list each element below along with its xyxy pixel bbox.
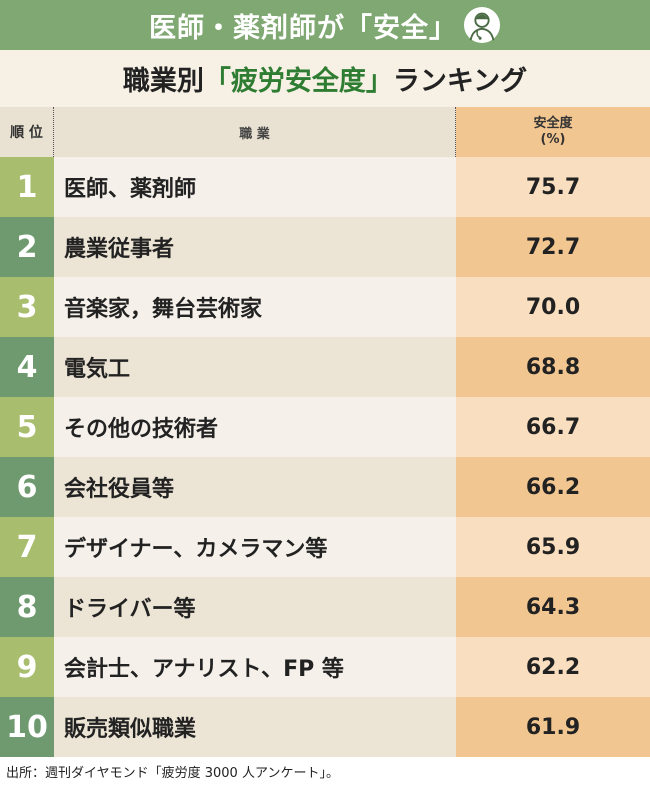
header-value: 安全度 (%) [456, 107, 650, 157]
rank-cell: 6 [0, 457, 54, 517]
job-cell: 電気工 [54, 337, 456, 397]
table-row: 10 販売類似職業 61.9 [0, 697, 650, 757]
rank-cell: 10 [0, 697, 54, 757]
table-row: 7 デザイナー、カメラマン等 65.9 [0, 517, 650, 577]
table-header: 順 位 職 業 安全度 (%) [0, 107, 650, 157]
value-cell: 66.2 [456, 457, 650, 517]
rank-cell: 1 [0, 157, 54, 217]
rank-cell: 5 [0, 397, 54, 457]
subtitle-highlight: 「疲労安全度」 [203, 66, 393, 97]
value-cell: 64.3 [456, 577, 650, 637]
job-cell: 農業従事者 [54, 217, 456, 277]
value-cell: 61.9 [456, 697, 650, 757]
doctor-icon [463, 6, 501, 44]
title-banner: 医師・薬剤師が「安全」 [0, 0, 650, 50]
job-cell: ドライバー等 [54, 577, 456, 637]
table-body: 1 医師、薬剤師 75.7 2 農業従事者 72.7 3 音楽家，舞台芸術家 70.0 4 電気工 6… [0, 157, 650, 757]
table-row: 9 会計士、アナリスト、FP 等 62.2 [0, 637, 650, 697]
header-rank: 順 位 [0, 107, 54, 157]
ranking-table: 順 位 職 業 安全度 (%) 1 医師、薬剤師 75.7 2 農業従事者 72.7 3 音楽… [0, 107, 650, 757]
rank-cell: 3 [0, 277, 54, 337]
table-row: 8 ドライバー等 64.3 [0, 577, 650, 637]
value-cell: 68.8 [456, 337, 650, 397]
page-title: 医師・薬剤師が「安全」 [149, 12, 457, 44]
job-cell: 会計士、アナリスト、FP 等 [54, 637, 456, 697]
rank-cell: 2 [0, 217, 54, 277]
header-value-label: 安全度 [533, 116, 573, 131]
table-row: 4 電気工 68.8 [0, 337, 650, 397]
header-job: 職 業 [54, 107, 456, 157]
header-value-unit: (%) [540, 132, 566, 147]
table-row: 2 農業従事者 72.7 [0, 217, 650, 277]
job-cell: 医師、薬剤師 [54, 157, 456, 217]
subtitle-pre: 職業別 [122, 66, 204, 97]
job-cell: デザイナー、カメラマン等 [54, 517, 456, 577]
value-cell: 70.0 [456, 277, 650, 337]
rank-cell: 4 [0, 337, 54, 397]
rank-cell: 7 [0, 517, 54, 577]
value-cell: 62.2 [456, 637, 650, 697]
table-row: 1 医師、薬剤師 75.7 [0, 157, 650, 217]
job-cell: 販売類似職業 [54, 697, 456, 757]
table-row: 5 その他の技術者 66.7 [0, 397, 650, 457]
source-note: 出所：週刊ダイヤモンド「疲労度 3000 人アンケート」。 [6, 766, 339, 781]
job-cell: その他の技術者 [54, 397, 456, 457]
value-cell: 65.9 [456, 517, 650, 577]
job-cell: 会社役員等 [54, 457, 456, 517]
job-cell: 音楽家，舞台芸術家 [54, 277, 456, 337]
rank-cell: 9 [0, 637, 54, 697]
value-cell: 66.7 [456, 397, 650, 457]
value-cell: 72.7 [456, 217, 650, 277]
subtitle: 職業別 「疲労安全度」 ランキング [0, 50, 650, 107]
table-row: 3 音楽家，舞台芸術家 70.0 [0, 277, 650, 337]
value-cell: 75.7 [456, 157, 650, 217]
rank-cell: 8 [0, 577, 54, 637]
table-row: 6 会社役員等 66.2 [0, 457, 650, 517]
subtitle-post: ランキング [392, 66, 528, 97]
